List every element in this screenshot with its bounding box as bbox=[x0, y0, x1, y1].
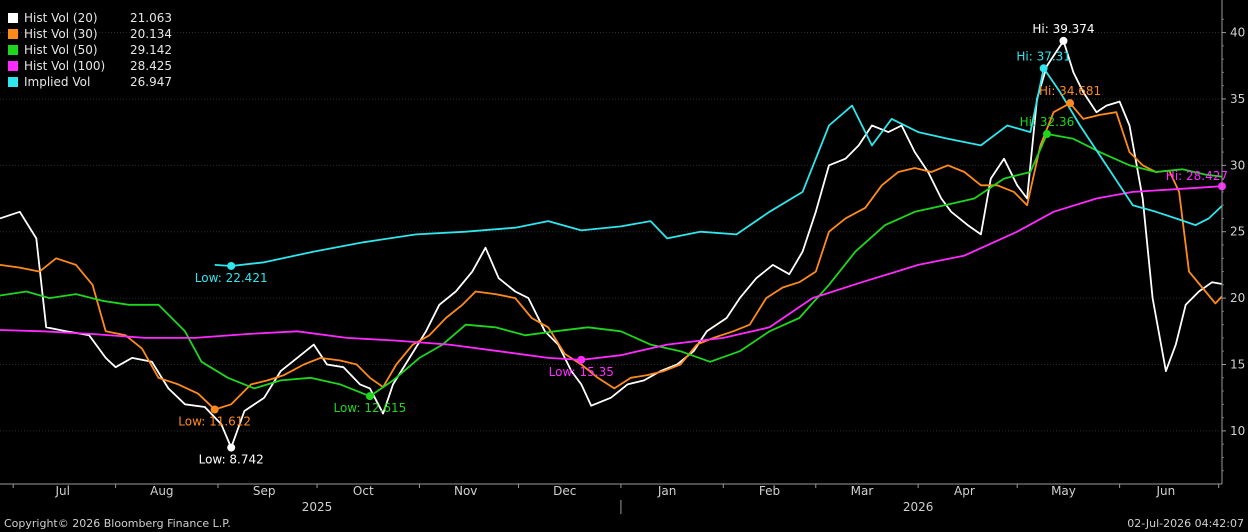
x-tick-label: Apr bbox=[954, 484, 975, 498]
legend-item: Hist Vol (30) 20.134 bbox=[8, 26, 172, 42]
legend-swatch bbox=[8, 61, 18, 71]
annotation-label: Hi: 34.681 bbox=[1039, 84, 1101, 98]
y-axis: 10 15 20 25 30 35 40 bbox=[1221, 0, 1245, 484]
legend: Hist Vol (20) 21.063 Hist Vol (30) 20.134 Hi… bbox=[8, 10, 172, 90]
x-tick-label: Dec bbox=[553, 484, 576, 498]
year-label: 2025 bbox=[302, 500, 333, 514]
x-tick-label: Mar bbox=[851, 484, 874, 498]
y-tick-label: 35 bbox=[1230, 92, 1245, 106]
legend-swatch bbox=[8, 13, 18, 23]
annotation-label: Hi: 37.31 bbox=[1016, 49, 1071, 63]
y-tick-label: 10 bbox=[1230, 424, 1245, 438]
legend-value: 29.142 bbox=[130, 43, 172, 57]
y-tick-label: 20 bbox=[1230, 291, 1245, 305]
x-tick-label: Jul bbox=[55, 484, 70, 498]
x-tick-label: Jan bbox=[657, 484, 677, 498]
annotation-label: Low: 8.742 bbox=[199, 453, 264, 467]
annotation-label: Low: 15.35 bbox=[549, 365, 614, 379]
y-tick-label: 30 bbox=[1230, 158, 1245, 172]
y-tick-label: 15 bbox=[1230, 358, 1245, 372]
legend-label: Hist Vol (20) bbox=[24, 11, 98, 25]
annotation-label: Hi: 28.427 bbox=[1166, 169, 1228, 183]
x-tick-label: May bbox=[1051, 484, 1076, 498]
legend-item: Hist Vol (50) 29.142 bbox=[8, 42, 172, 58]
annotation-marker bbox=[1039, 64, 1048, 73]
annotations: Low: 8.742 Low: 11.612 Low: 12.615 Low: 15.… bbox=[178, 22, 1228, 467]
legend-value: 26.947 bbox=[130, 75, 172, 89]
x-tick-label: Jun bbox=[1155, 484, 1175, 498]
annotation-label: Low: 12.615 bbox=[333, 401, 406, 415]
year-label: 2026 bbox=[903, 500, 934, 514]
annotation-marker bbox=[365, 392, 374, 401]
legend-label: Hist Vol (50) bbox=[24, 43, 98, 57]
annotation-marker bbox=[1042, 129, 1051, 138]
series-line bbox=[0, 185, 1223, 361]
series-lines bbox=[0, 40, 1223, 449]
annotation-marker bbox=[1059, 36, 1068, 45]
x-tick-label: Oct bbox=[353, 484, 374, 498]
legend-swatch bbox=[8, 45, 18, 55]
legend-swatch bbox=[8, 77, 18, 87]
legend-swatch bbox=[8, 29, 18, 39]
legend-item: Hist Vol (100) 28.425 bbox=[8, 58, 172, 74]
x-tick-label: Sep bbox=[253, 484, 276, 498]
series-line bbox=[0, 102, 1223, 411]
annotation-marker bbox=[227, 443, 236, 452]
x-axis: Jul Aug Sep Oct Nov Dec Jan Feb Mar Apr May Jun 2025… bbox=[0, 483, 1222, 514]
y-tick-label: 25 bbox=[1230, 225, 1245, 239]
legend-item: Hist Vol (20) 21.063 bbox=[8, 10, 172, 26]
annotation-label: Low: 11.612 bbox=[178, 414, 251, 428]
annotation-marker bbox=[227, 261, 236, 270]
timestamp-text: 02-Jul-2026 04:42:07 bbox=[1127, 517, 1244, 530]
annotation-marker bbox=[577, 355, 586, 364]
copyright-text: Copyright© 2026 Bloomberg Finance L.P. bbox=[4, 517, 231, 530]
annotation-label: Hi: 32.36 bbox=[1020, 115, 1075, 129]
legend-value: 21.063 bbox=[130, 11, 172, 25]
x-tick-label: Feb bbox=[759, 484, 780, 498]
annotation-label: Low: 22.421 bbox=[195, 271, 268, 285]
legend-label: Hist Vol (100) bbox=[24, 59, 106, 73]
annotation-marker bbox=[210, 405, 219, 414]
legend-label: Implied Vol bbox=[24, 75, 91, 89]
x-tick-label: Aug bbox=[150, 484, 173, 498]
series-line bbox=[0, 133, 1223, 398]
x-tick-label: Nov bbox=[454, 484, 477, 498]
legend-item: Implied Vol 26.947 bbox=[8, 74, 172, 90]
legend-label: Hist Vol (30) bbox=[24, 27, 98, 41]
y-tick-label: 40 bbox=[1230, 26, 1245, 40]
legend-value: 20.134 bbox=[130, 27, 172, 41]
legend-value: 28.425 bbox=[130, 59, 172, 73]
annotation-marker bbox=[1066, 99, 1075, 108]
series-line bbox=[214, 67, 1223, 267]
annotation-label: Hi: 39.374 bbox=[1032, 22, 1094, 36]
